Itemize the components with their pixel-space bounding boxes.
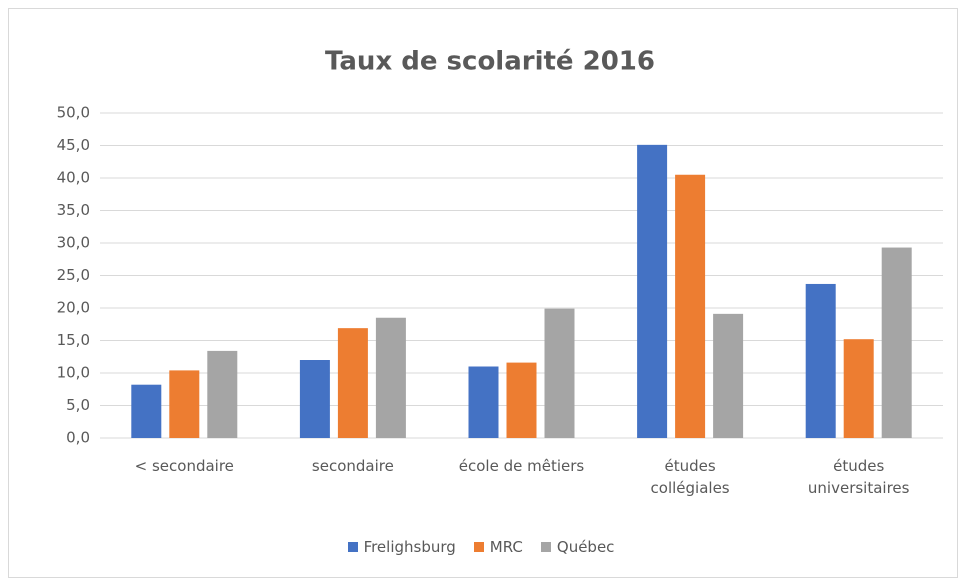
- bar: [131, 384, 162, 438]
- y-tick-label: 20,0: [57, 299, 90, 317]
- bar: [881, 247, 912, 438]
- legend-item: Frelighsburg: [347, 538, 456, 556]
- y-tick-label: 10,0: [57, 364, 90, 382]
- bar: [637, 144, 668, 438]
- y-tick-label: 15,0: [57, 331, 90, 349]
- bar: [713, 313, 744, 438]
- bar: [337, 328, 368, 438]
- bar: [675, 174, 706, 438]
- x-tick-label: école de mêtiers: [458, 457, 585, 475]
- bar: [299, 360, 330, 438]
- legend-label: Québec: [556, 538, 615, 556]
- bar: [843, 339, 874, 438]
- y-tick-label: 5,0: [66, 396, 90, 414]
- y-tick-label: 50,0: [57, 104, 90, 122]
- legend: Frelighsburg MRC Québec: [0, 538, 962, 556]
- legend-swatch: [473, 542, 484, 552]
- y-tick-label: 0,0: [66, 429, 90, 447]
- y-tick-label: 25,0: [57, 266, 90, 284]
- y-tick-label: 45,0: [57, 136, 90, 154]
- y-tick-label: 35,0: [57, 201, 90, 219]
- bar: [805, 283, 836, 438]
- chart-title: Taux de scolarité 2016: [325, 47, 655, 77]
- x-tick-label: études universitaires: [807, 457, 910, 497]
- x-tick-label: études collégiales: [650, 457, 730, 497]
- bar: [207, 350, 238, 438]
- legend-label: Frelighsburg: [363, 538, 456, 556]
- legend-item: MRC: [473, 538, 523, 556]
- x-tick-label: < secondaire: [134, 457, 234, 475]
- legend-swatch: [540, 542, 551, 552]
- legend-item: Québec: [540, 538, 615, 556]
- bar: [506, 362, 537, 438]
- legend-label: MRC: [489, 538, 523, 556]
- bar: [468, 366, 499, 438]
- bar: [375, 317, 406, 438]
- chart-frame: [8, 8, 958, 578]
- y-tick-label: 30,0: [57, 234, 90, 252]
- bar: [169, 370, 200, 438]
- legend-swatch: [347, 542, 358, 552]
- x-tick-label: secondaire: [311, 457, 394, 475]
- bar: [544, 308, 575, 438]
- y-tick-label: 40,0: [57, 169, 90, 187]
